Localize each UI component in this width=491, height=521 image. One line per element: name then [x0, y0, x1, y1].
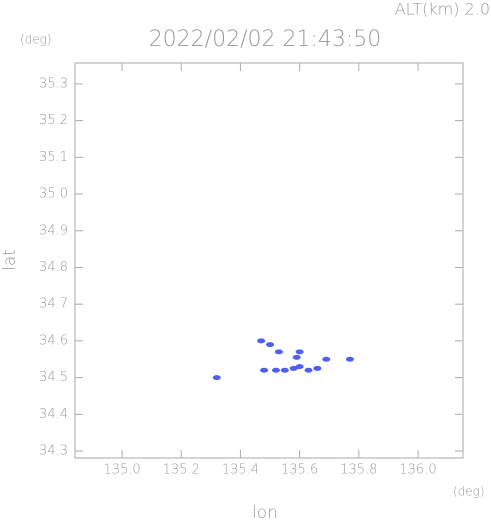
x-unit: (deg): [453, 485, 485, 499]
y-tick-label: 35.2: [39, 113, 68, 128]
x-tick-label: 135.6: [281, 463, 318, 478]
echo-point: [292, 354, 301, 360]
y-unit: (deg): [20, 33, 52, 47]
x-axis-label: lon: [252, 503, 278, 521]
y-tick-label: 35.0: [39, 187, 68, 202]
echo-point: [295, 364, 304, 370]
y-tick-label: 34.4: [39, 407, 68, 422]
x-tick-label: 135.8: [340, 463, 377, 478]
x-tick-label: 135.2: [163, 463, 200, 478]
y-tick-label: 35.3: [39, 76, 68, 91]
echo-point: [295, 349, 304, 355]
echo-point: [304, 367, 313, 373]
echo-point: [313, 365, 322, 371]
echo-point: [289, 365, 298, 371]
echo-point: [345, 356, 354, 362]
y-tick-label: 35.1: [39, 150, 68, 165]
y-tick-label: 34.3: [39, 444, 68, 459]
echo-point: [274, 349, 283, 355]
subtitle: ALT(km) 2.0: [395, 0, 490, 19]
echo-point: [266, 342, 275, 348]
y-tick-label: 34.6: [39, 333, 68, 348]
y-tick-label: 34.7: [39, 297, 68, 312]
y-axis-label: lat: [0, 249, 20, 271]
echo-point: [257, 338, 266, 344]
x-tick-label: 136.0: [399, 463, 436, 478]
echo-point: [271, 367, 280, 373]
y-tick-label: 34.9: [39, 223, 68, 238]
y-tick-label: 34.5: [39, 370, 68, 385]
x-tick-label: 135.4: [222, 463, 259, 478]
y-tick-label: 34.8: [39, 260, 68, 275]
echo-point: [212, 375, 221, 381]
echo-point: [280, 367, 289, 373]
echo-point: [260, 367, 269, 373]
chart-title: 2022/02/02 21:43:50: [149, 27, 382, 52]
x-tick-label: 135.0: [103, 463, 140, 478]
echo-point: [322, 356, 331, 362]
plot-frame: [74, 62, 464, 459]
